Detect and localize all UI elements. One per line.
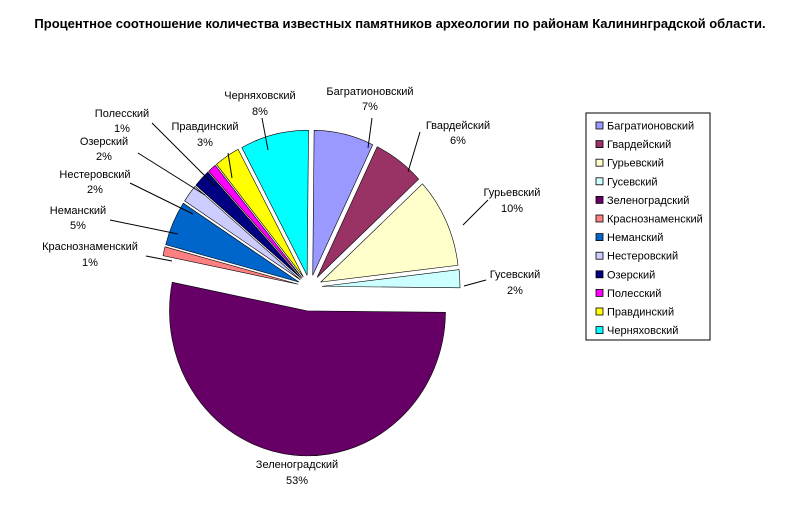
leader-line: [367, 117, 373, 149]
pie-slice: [165, 202, 300, 283]
pie-slice: [320, 183, 459, 283]
slice-label-value: 2%: [87, 184, 103, 196]
slice-label-value: 6%: [450, 135, 466, 147]
legend-entry-label: Гусевский: [607, 176, 658, 188]
legend: Багратионовский Гвардейский Гурьевский Гусе…: [585, 112, 711, 341]
legend-entry-label: Багратионовский: [607, 121, 694, 133]
pie-slice: [184, 185, 301, 281]
slice-label-value: 8%: [252, 106, 268, 118]
pie-slice: [162, 246, 299, 285]
legend-swatch: [595, 326, 604, 335]
legend-entry-label: Краснознаменский: [607, 214, 703, 226]
legend-entry-label: Правдинский: [607, 307, 674, 319]
legend-entry-label: Гурьевский: [607, 158, 664, 170]
leader-line: [462, 199, 489, 226]
legend-swatch: [595, 158, 604, 167]
leader-line: [261, 117, 269, 151]
leader-line: [151, 122, 216, 187]
slice-label-name: Правдинский: [171, 121, 238, 133]
legend-swatch: [595, 251, 604, 260]
pie-slice: [241, 130, 309, 276]
slice-label-value: 53%: [286, 475, 308, 487]
slice-label-value: 2%: [96, 151, 112, 163]
slice-label-value: 1%: [114, 123, 130, 135]
slice-label-name: Багратионовский: [326, 86, 413, 98]
legend-swatch: [595, 214, 604, 223]
pie-slice: [208, 164, 303, 279]
legend-swatch: [595, 307, 604, 316]
legend-swatch: [595, 233, 604, 242]
slice-label-name: Черняховский: [224, 90, 295, 102]
slice-label-name: Озерский: [80, 136, 128, 148]
legend-swatch: [595, 121, 604, 130]
slice-label-name: Краснознаменский: [42, 241, 138, 253]
slice-label-value: 10%: [501, 203, 523, 215]
slice-label-name: Гурьевский: [484, 187, 541, 199]
leader-line: [407, 131, 421, 173]
legend-entry-label: Неманский: [607, 232, 663, 244]
leader-line: [129, 182, 194, 215]
legend-entry-label: Гвардейский: [607, 139, 671, 151]
leader-line: [145, 255, 173, 262]
slice-label-name: Зеленоградский: [256, 459, 338, 471]
legend-swatch: [595, 177, 604, 186]
slice-label-value: 1%: [82, 257, 98, 269]
slice-label-value: 2%: [507, 285, 523, 297]
legend-entry-label: Черняховский: [607, 325, 678, 337]
slice-label-name: Неманский: [50, 205, 106, 217]
slice-label-value: 5%: [70, 220, 86, 232]
pie-slice: [169, 281, 446, 457]
pie-slice: [321, 269, 461, 289]
slice-label-name: Нестеровский: [59, 169, 130, 181]
legend-entry-label: Полесский: [607, 288, 661, 300]
slice-labels: Багратионовский 7% Гвардейский 6% Гурьевский…: [42, 86, 540, 487]
pie-slice: [312, 130, 374, 276]
leader-line: [463, 279, 487, 287]
legend-entry-label: Нестеровский: [607, 251, 678, 263]
slice-label-name: Гусевский: [490, 269, 541, 281]
legend-box: [585, 112, 711, 341]
pie-slice: [216, 148, 304, 278]
legend-swatch: [595, 195, 604, 204]
pie-slices: [162, 130, 461, 457]
slice-label-value: 3%: [197, 137, 213, 149]
leader-line: [109, 219, 179, 235]
chart-title: Процентное соотношение количества извест…: [34, 16, 765, 31]
pie-slice: [316, 146, 420, 278]
legend-swatch: [595, 270, 604, 279]
leader-lines: [109, 117, 489, 287]
pie-slice: [195, 171, 302, 279]
legend-entry-label: Озерский: [607, 269, 655, 281]
leader-line: [227, 152, 233, 179]
slice-label-value: 7%: [362, 101, 378, 113]
slice-label-name: Полесский: [95, 108, 149, 120]
legend-swatch: [595, 140, 604, 149]
legend-entry-label: Зеленоградский: [607, 195, 689, 207]
legend-swatch: [595, 288, 604, 297]
slice-label-name: Гвардейский: [426, 120, 490, 132]
leader-line: [137, 152, 206, 196]
